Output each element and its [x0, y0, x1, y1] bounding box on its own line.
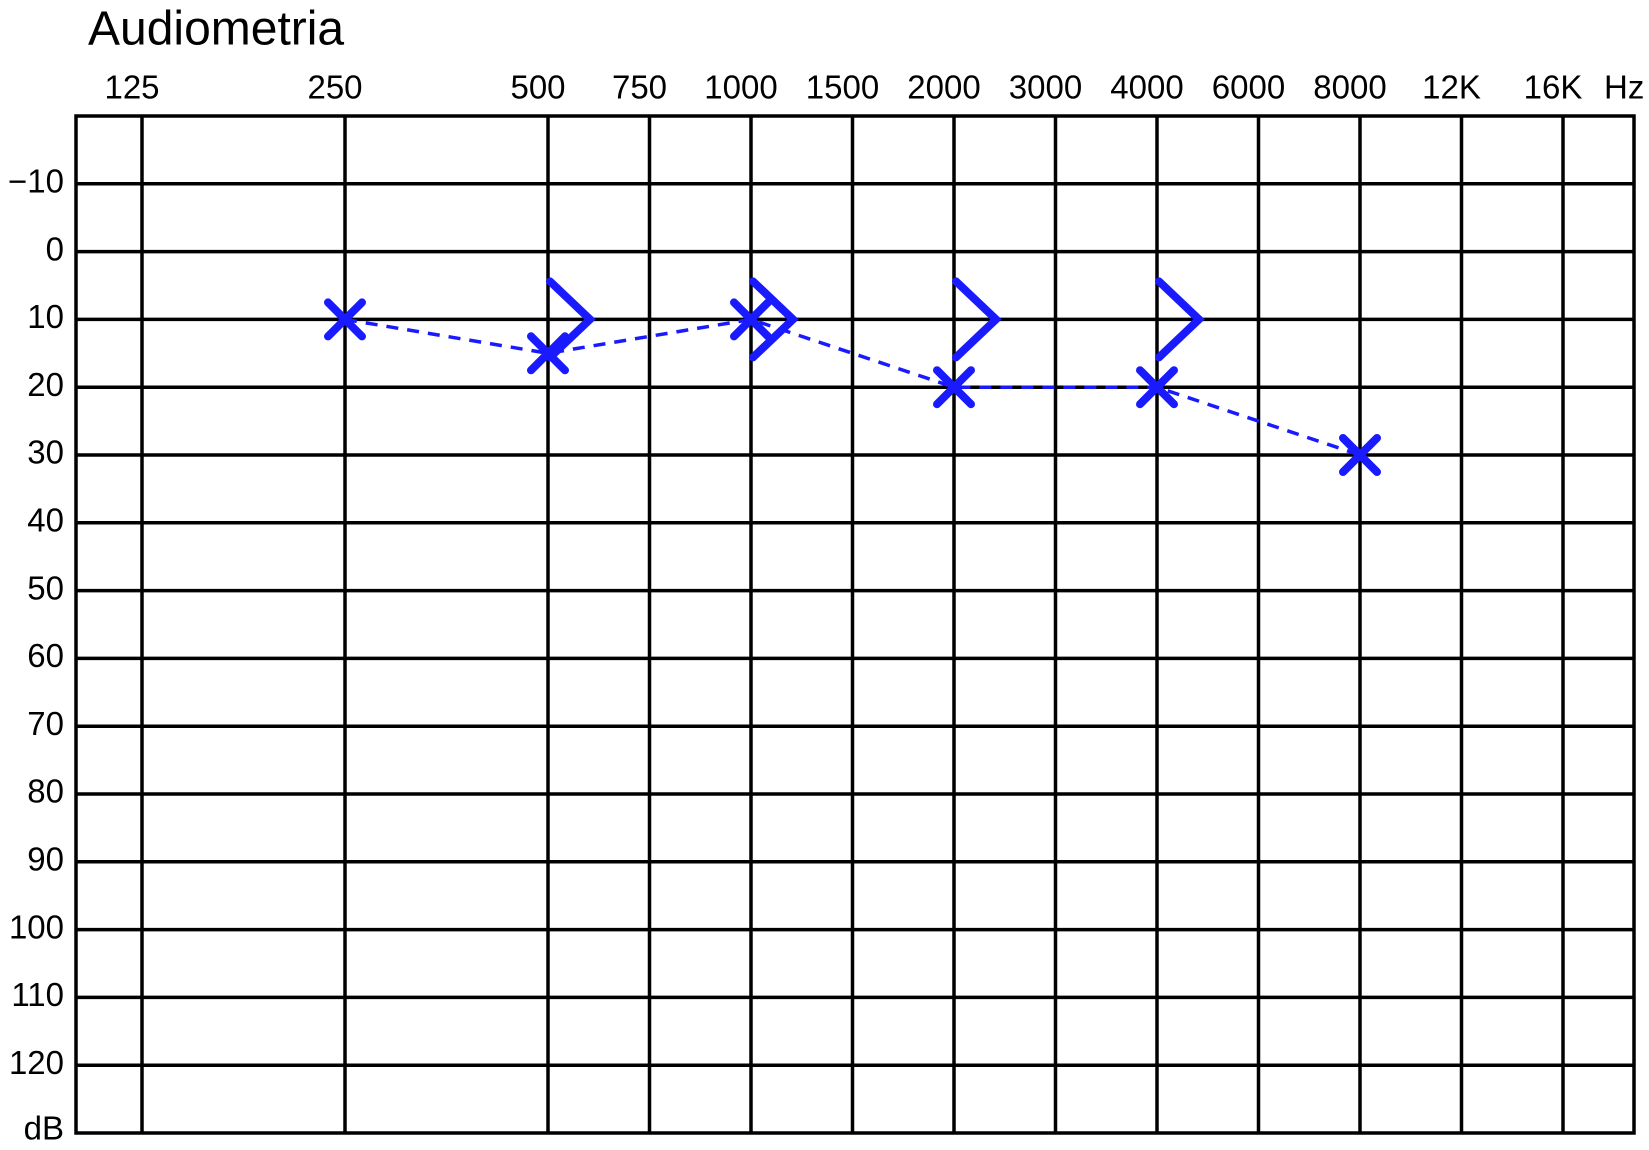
x-tick-label: 12K — [1422, 69, 1481, 106]
y-tick-label: 80 — [27, 773, 64, 810]
y-tick-label: 90 — [27, 841, 64, 878]
y-tick-label: 110 — [11, 976, 64, 1013]
air-conduction-marker — [933, 366, 975, 409]
chart-title: Audiometria — [88, 3, 344, 56]
plot-border — [74, 114, 1636, 1135]
bone-conduction-marker — [952, 277, 1002, 362]
x-tick-label: 6000 — [1212, 69, 1285, 106]
y-tick-label: 120 — [9, 1044, 64, 1081]
y-tick-label: 30 — [27, 434, 64, 471]
x-tick-label: 250 — [307, 69, 362, 106]
y-tick-label: 50 — [27, 569, 64, 606]
air-conduction-marker — [324, 298, 366, 341]
x-tick-label: 2000 — [907, 69, 980, 106]
x-tick-label: 750 — [612, 69, 667, 106]
y-tick-label: 0 — [46, 230, 64, 267]
connecting-line — [344, 317, 1361, 457]
bone-conduction-marker — [546, 277, 596, 362]
x-unit-label: Hz — [1604, 69, 1644, 106]
y-tick-label: 40 — [27, 502, 64, 539]
bone-conduction-marker — [749, 277, 799, 362]
x-tick-label: 1000 — [704, 69, 777, 106]
x-tick-label: 125 — [104, 69, 159, 106]
x-tick-label: 4000 — [1110, 69, 1183, 106]
x-tick-label: 16K — [1524, 69, 1583, 106]
y-axis-label: dB — [24, 1110, 64, 1147]
x-tick-label: 8000 — [1313, 69, 1386, 106]
x-tick-label: 500 — [510, 69, 565, 106]
y-tick-label: 100 — [9, 908, 64, 945]
x-tick-label: 1500 — [806, 69, 879, 106]
air-conduction-marker — [1339, 434, 1381, 476]
series — [546, 277, 1205, 362]
air-conduction-marker — [527, 332, 569, 375]
x-tick-label: 3000 — [1009, 69, 1082, 106]
air-conduction-marker — [730, 298, 772, 341]
y-tick-label: −10 — [8, 163, 64, 200]
bone-conduction-marker — [1155, 277, 1205, 362]
air-conduction-marker — [1136, 366, 1178, 409]
y-tick-label: 10 — [27, 298, 64, 335]
y-tick-label: 60 — [27, 637, 64, 674]
series — [324, 298, 1381, 476]
y-tick-label: 20 — [27, 366, 64, 403]
y-tick-label: 70 — [27, 705, 64, 742]
